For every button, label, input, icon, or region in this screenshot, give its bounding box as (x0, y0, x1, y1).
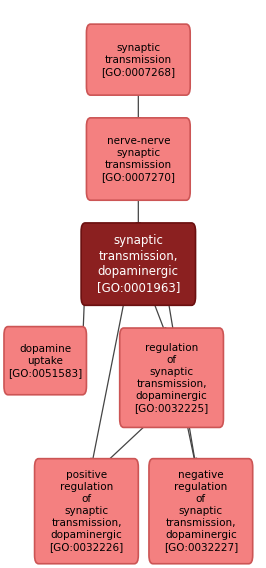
Text: positive
regulation
of
synaptic
transmission,
dopaminergic
[GO:0032226]: positive regulation of synaptic transmis… (49, 470, 124, 552)
FancyBboxPatch shape (81, 223, 196, 306)
Text: nerve-nerve
synaptic
transmission
[GO:0007270]: nerve-nerve synaptic transmission [GO:00… (101, 136, 175, 182)
FancyBboxPatch shape (4, 327, 86, 395)
Text: dopamine
uptake
[GO:0051583]: dopamine uptake [GO:0051583] (8, 344, 82, 378)
FancyBboxPatch shape (120, 328, 223, 427)
FancyBboxPatch shape (149, 459, 253, 563)
FancyBboxPatch shape (86, 24, 190, 95)
Text: regulation
of
synaptic
transmission,
dopaminergic
[GO:0032225]: regulation of synaptic transmission, dop… (134, 343, 209, 413)
Text: negative
regulation
of
synaptic
transmission,
dopaminergic
[GO:0032227]: negative regulation of synaptic transmis… (164, 470, 238, 552)
Text: synaptic
transmission
[GO:0007268]: synaptic transmission [GO:0007268] (101, 43, 175, 77)
FancyBboxPatch shape (86, 118, 190, 201)
FancyBboxPatch shape (35, 459, 138, 563)
Text: synaptic
transmission,
dopaminergic
[GO:0001963]: synaptic transmission, dopaminergic [GO:… (97, 235, 180, 294)
